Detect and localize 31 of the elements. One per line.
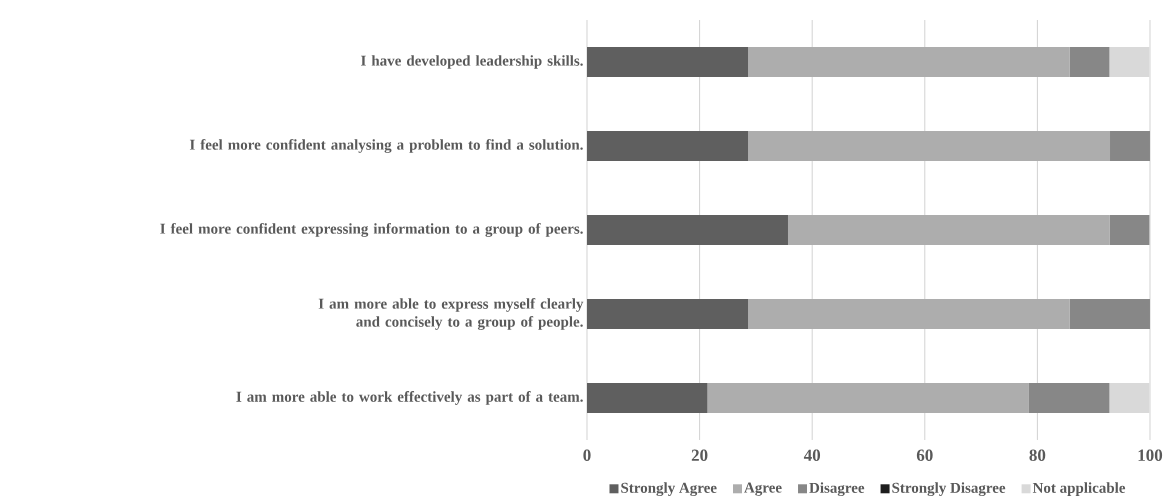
- bar: [587, 298, 749, 329]
- x-tick-label: 80: [1029, 449, 1046, 461]
- y-tick-label: I feel more confident expressing information to a group of peers.: [160, 223, 583, 237]
- x-tick-label: 20: [691, 449, 708, 461]
- bar: [587, 47, 749, 77]
- legend-label: Strongly Disagree: [892, 482, 1006, 497]
- legend-label: Strongly Agree: [621, 482, 717, 497]
- x-tick-label: 40: [803, 449, 821, 461]
- bar: [707, 382, 1029, 413]
- bar: [1110, 131, 1150, 161]
- bar: [748, 298, 1070, 329]
- bar: [748, 131, 1111, 161]
- bar: [1069, 47, 1110, 77]
- bar: [587, 382, 708, 413]
- y-tick-label: I am more able to express myself clearly and concisely to a group of people.: [318, 298, 584, 330]
- bar: [787, 215, 1110, 245]
- x-tick-label: 0: [583, 449, 591, 461]
- legend-label: Agree: [744, 482, 782, 496]
- legend-label: Not applicable: [1032, 482, 1126, 496]
- bar: [587, 215, 788, 245]
- bar: [587, 131, 749, 161]
- x-tick-label: 60: [916, 449, 933, 461]
- bar: [748, 47, 1070, 77]
- y-tick-label: I have developed leadership skills.: [361, 55, 583, 69]
- legend-label: Disagree: [809, 482, 865, 497]
- bar: [1028, 382, 1110, 413]
- bar: [1069, 298, 1150, 329]
- y-tick-label: I am more able to work effectively as part of a team.: [236, 391, 583, 405]
- x-tick-label: 100: [1138, 449, 1163, 461]
- bar: [1109, 215, 1150, 245]
- y-tick-label: I feel more confident analysing a problem to find a solution.: [189, 139, 583, 153]
